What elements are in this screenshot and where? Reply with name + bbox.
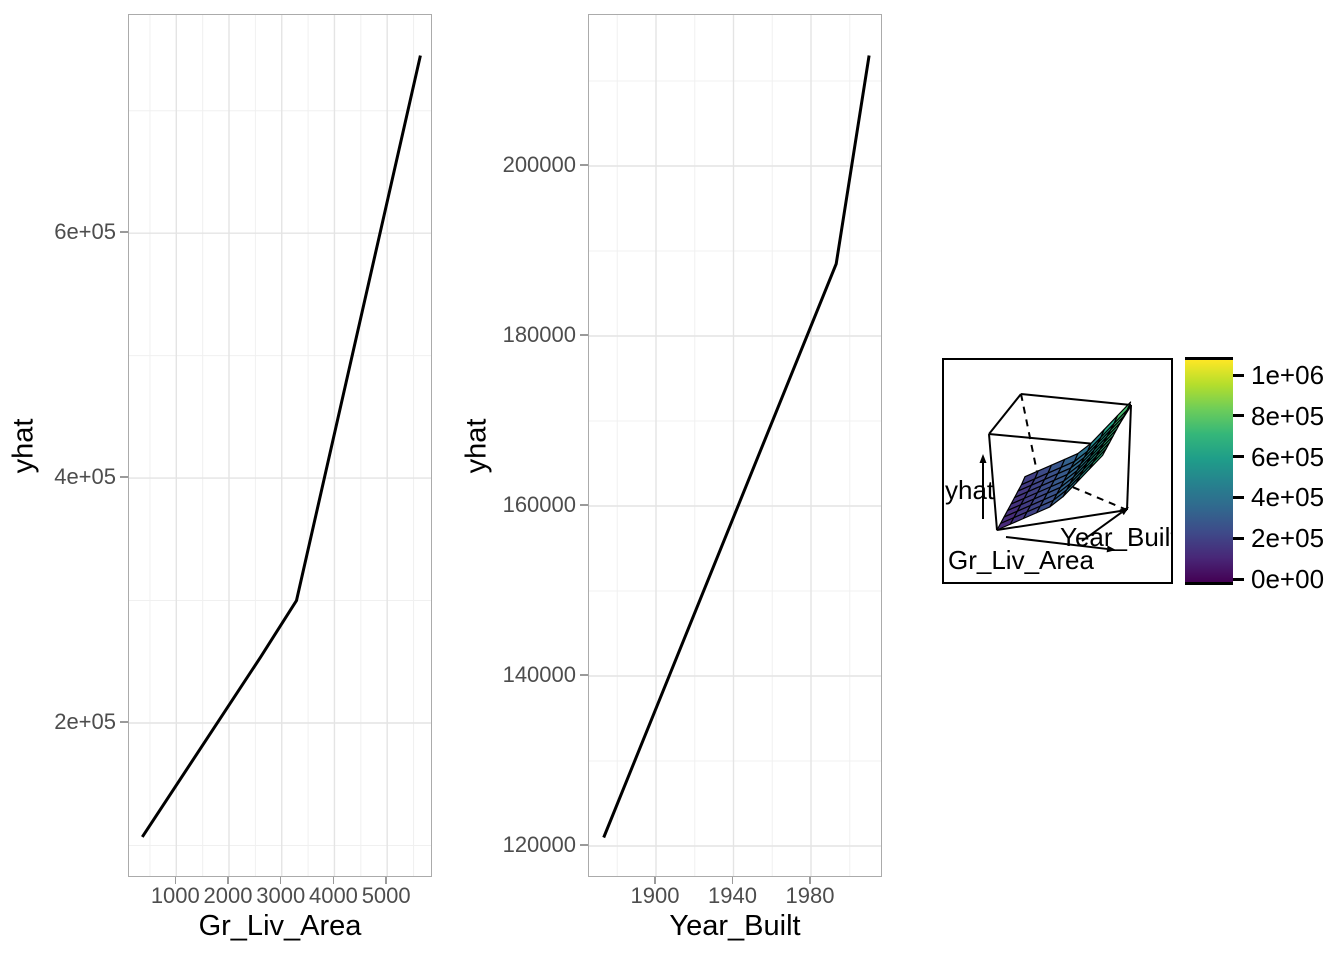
cube-edge	[1020, 393, 1132, 406]
colorbar-tick	[1233, 536, 1244, 540]
x-tick-label: 1000	[150, 883, 200, 908]
cube-edge	[988, 393, 1022, 435]
y-axis-tick	[120, 231, 128, 233]
y-tick-label: 140000	[502, 662, 576, 687]
colorbar-tick	[1233, 495, 1244, 499]
x-tick-label: 4000	[308, 883, 358, 908]
x-axis-tick	[279, 877, 282, 884]
x-axis-tick	[731, 877, 734, 884]
x-axis-tick	[385, 877, 387, 884]
axis-arrow-head	[979, 454, 987, 463]
cube-hidden-edge	[1020, 393, 1038, 473]
axis-arrow-head	[1106, 545, 1116, 553]
y-axis-tick	[120, 476, 128, 478]
axis-arrow-head	[1119, 507, 1129, 516]
x-tick-label: 1940	[708, 883, 757, 908]
pdp-3d-surface-panel: yhat Gr_Liv_Area Year_Built	[942, 358, 1173, 584]
colorbar-tick	[1233, 414, 1244, 418]
pdp-line	[141, 55, 422, 838]
axis-arrow-line	[1081, 511, 1123, 542]
y-axis-tick	[580, 504, 588, 506]
axis-arrow-line	[1005, 536, 1108, 550]
y-axis-tick	[580, 844, 588, 846]
cube-edge	[996, 509, 1128, 531]
cube-edge	[1126, 404, 1132, 511]
y-axis-tick	[120, 721, 128, 723]
colorbar-tick-label: 1e+06	[1251, 360, 1325, 390]
cube-edge	[988, 433, 1107, 446]
x-tick-label: 1980	[785, 883, 835, 908]
x-tick-label: 3000	[256, 883, 306, 908]
colorbar-tick-label: 4e+05	[1251, 482, 1325, 513]
surface-zlabel: yhat	[945, 475, 995, 505]
y-tick-label: 180000	[502, 322, 576, 347]
colorbar-tick-label: 8e+05	[1251, 400, 1325, 431]
colorbar-tick	[1233, 455, 1244, 459]
colorbar-tick	[1233, 373, 1244, 377]
surface-cell	[996, 517, 1015, 531]
surface-colorbar-gradient	[1185, 357, 1233, 585]
y-tick-label: 160000	[502, 492, 576, 517]
y-tick-label: 2e+05	[54, 709, 116, 734]
surface-ylabel: Year_Built	[1060, 522, 1173, 552]
line-chart-canvas	[589, 15, 881, 876]
y-axis-tick	[580, 674, 588, 676]
x-tick-label: 1900	[630, 883, 680, 908]
x-axis-title-middle: Year_Built	[669, 910, 801, 942]
colorbar-tick-label: 6e+05	[1251, 441, 1325, 472]
x-tick-label: 5000	[361, 883, 411, 908]
y-tick-label: 4e+05	[54, 464, 116, 490]
pdp-plot-panel-year-built	[588, 14, 882, 877]
y-axis-tick	[580, 334, 588, 336]
x-axis-tick	[174, 877, 177, 884]
cube-edge	[988, 433, 998, 531]
y-axis-title-middle: yhat	[460, 418, 493, 474]
x-tick-label: 2000	[203, 883, 253, 908]
x-axis-tick	[227, 877, 229, 884]
x-axis-tick	[809, 877, 811, 884]
line-chart-canvas	[129, 15, 431, 876]
colorbar-tick-label: 2e+05	[1251, 523, 1325, 554]
y-tick-label: 6e+05	[54, 219, 116, 245]
pdp-line	[602, 55, 871, 839]
pdp-plot-panel-gr-liv-area	[128, 14, 432, 877]
surface-xlabel: Gr_Liv_Area	[948, 545, 1094, 575]
y-tick-label: 120000	[502, 832, 576, 857]
y-tick-label: 200000	[502, 152, 576, 177]
x-axis-tick	[332, 877, 335, 884]
x-axis-title-left: Gr_Liv_Area	[198, 910, 362, 942]
colorbar-tick-label: 0e+00	[1251, 564, 1325, 594]
x-axis-tick	[654, 877, 656, 884]
y-axis-tick	[580, 164, 588, 166]
colorbar-tick	[1233, 577, 1244, 581]
